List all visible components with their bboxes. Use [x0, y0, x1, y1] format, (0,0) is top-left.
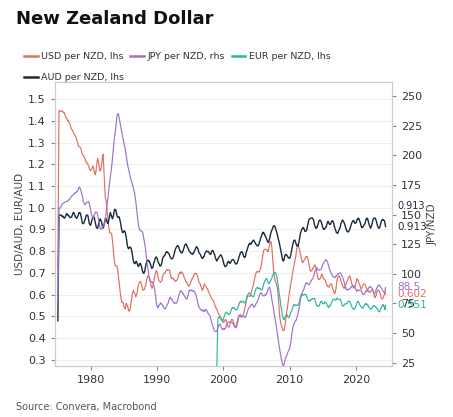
Text: 0.913: 0.913 [398, 221, 428, 231]
Text: 0.913: 0.913 [398, 201, 425, 211]
Text: 88.5: 88.5 [398, 282, 421, 292]
Text: 0.602: 0.602 [398, 289, 427, 299]
Text: Source: Convera, Macrobond: Source: Convera, Macrobond [16, 402, 156, 412]
Text: New Zealand Dollar: New Zealand Dollar [16, 10, 213, 28]
Text: 0.551: 0.551 [398, 300, 428, 310]
Y-axis label: JPY/NZD: JPY/NZD [428, 203, 438, 245]
Legend: USD per NZD, lhs, JPY per NZD, rhs, EUR per NZD, lhs: USD per NZD, lhs, JPY per NZD, rhs, EUR … [20, 48, 334, 65]
Legend: AUD per NZD, lhs: AUD per NZD, lhs [20, 69, 128, 86]
Y-axis label: USD/AUD, EUR/AUD: USD/AUD, EUR/AUD [15, 173, 25, 275]
